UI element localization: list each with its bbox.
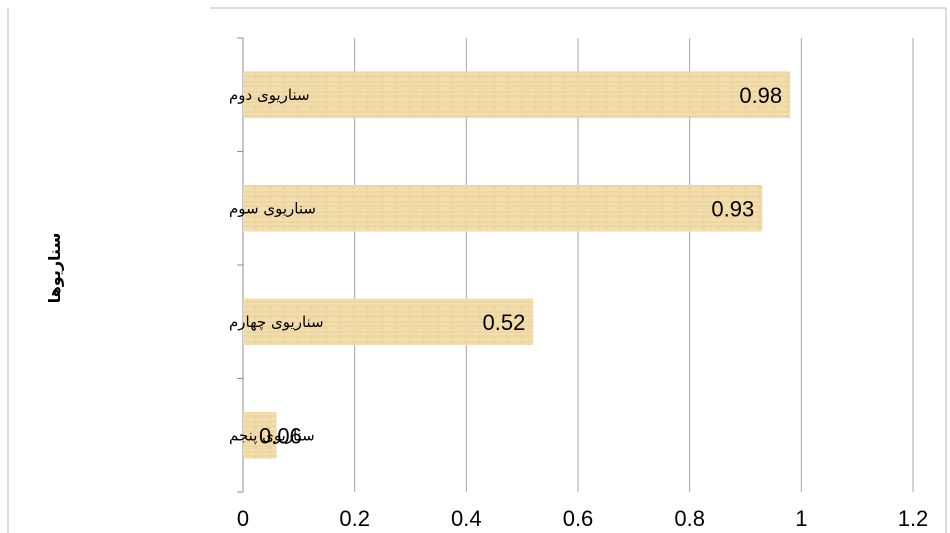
x-tick-label: 0.6	[563, 506, 594, 531]
data-labels: 0.98 0.93 0.52 0.06	[259, 83, 782, 449]
category-labels: سناریوی دوم سناریوی سوم سناریوی چهارم سناری…	[229, 86, 324, 446]
category-label: سناریوی سوم	[229, 199, 316, 217]
category-label: سناریوی پنجم	[229, 426, 315, 445]
bar	[243, 184, 763, 232]
x-tick-label: 0.8	[674, 506, 705, 531]
bar	[243, 298, 534, 346]
data-label: 0.06	[259, 423, 302, 448]
category-label: سناریوی چهارم	[229, 313, 324, 331]
y-axis-label: سناریوها	[45, 233, 64, 304]
category-label: سناریوی دوم	[229, 86, 310, 104]
x-tick-label: 1.2	[898, 506, 929, 531]
x-tick-label: 1	[795, 506, 807, 531]
x-tick-label: 0.4	[451, 506, 482, 531]
bars	[243, 71, 791, 459]
data-label: 0.52	[483, 310, 526, 335]
data-label: 0.93	[711, 196, 754, 221]
data-label: 0.98	[739, 83, 782, 108]
x-tick-labels: 0 0.2 0.4 0.6 0.8 1 1.2	[237, 506, 928, 531]
bar	[243, 411, 277, 459]
bar	[243, 71, 791, 119]
x-tick-label: 0	[237, 506, 249, 531]
x-tick-label: 0.2	[339, 506, 370, 531]
axes	[237, 37, 244, 493]
